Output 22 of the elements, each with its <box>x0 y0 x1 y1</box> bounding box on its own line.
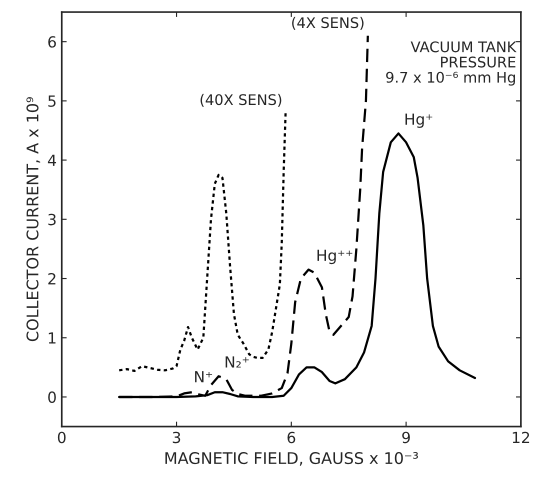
y-tick-label: 4 <box>48 154 56 166</box>
x-tick-label: 3 <box>172 432 180 444</box>
x-tick-label: 6 <box>288 432 296 444</box>
y-tick-label: 3 <box>48 214 56 226</box>
x-tick-label: 0 <box>58 432 66 444</box>
y-tick-label: 0 <box>48 391 56 403</box>
x-axis-title: MAGNETIC FIELD, GAUSS x 10⁻³ <box>165 452 418 466</box>
annotation: N⁺ <box>195 371 212 382</box>
x-tick-label: 12 <box>512 432 530 444</box>
y-tick-label: 2 <box>48 272 56 284</box>
y-axis-title: COLLECTOR CURRENT, A x 10⁹ <box>26 97 40 342</box>
annotation: VACUUM TANK PRESSURE 9.7 x 10⁻⁶ mm Hg <box>386 41 517 86</box>
annotation: N₂⁺ <box>226 356 249 368</box>
y-tick-label: 5 <box>48 96 56 107</box>
series-label: (40X SENS) <box>200 94 282 107</box>
annotation: Hg⁺⁺ <box>318 250 352 264</box>
x-tick-label: 9 <box>402 432 410 444</box>
y-tick-label: 1 <box>48 332 56 344</box>
annotation: Hg⁺ <box>406 114 432 128</box>
y-tick-label: 6 <box>48 36 56 48</box>
series-label: (4X SENS) <box>292 16 364 30</box>
line-series <box>118 112 287 372</box>
